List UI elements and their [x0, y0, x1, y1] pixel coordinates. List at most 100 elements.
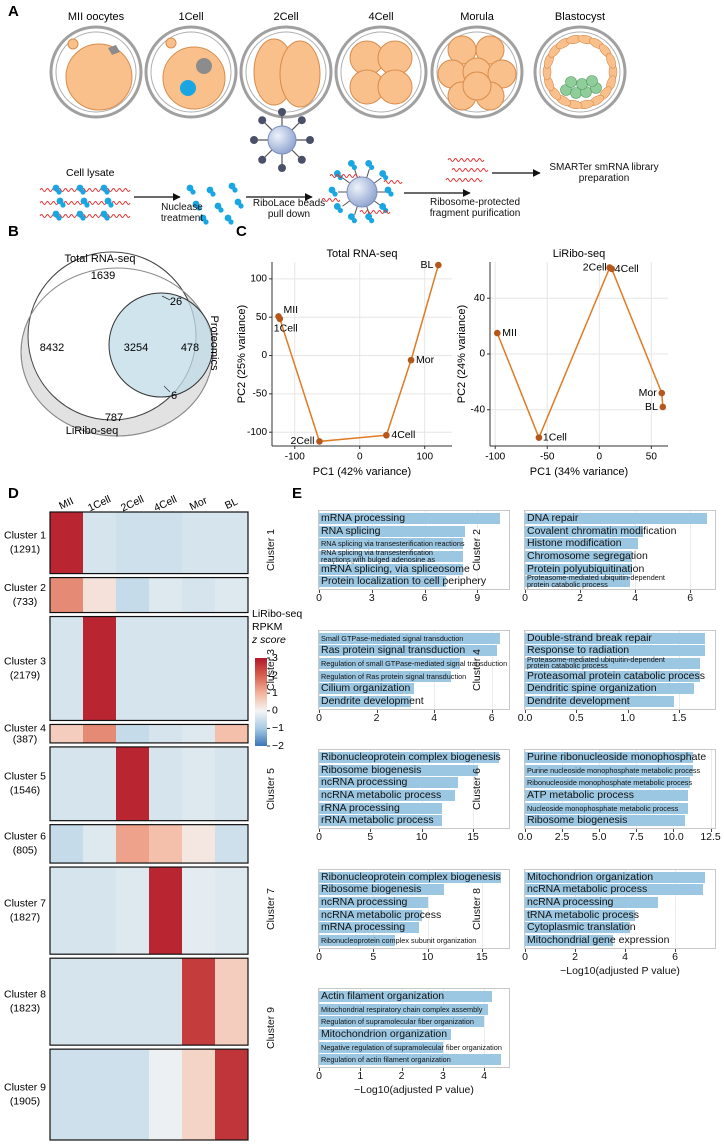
y-tick-label: 0	[479, 349, 485, 360]
grid-line	[690, 511, 692, 589]
ribosome	[228, 182, 236, 190]
heatmap-cell	[182, 616, 215, 721]
bar	[525, 922, 630, 934]
point-label: 2Cell	[290, 435, 314, 447]
ribosome	[76, 184, 84, 192]
trophectoderm	[606, 52, 616, 69]
ribosome	[52, 184, 60, 192]
icm-cell	[586, 75, 598, 87]
point	[276, 315, 284, 323]
ribosome	[192, 200, 200, 208]
cluster-title: Cluster 9	[265, 1007, 277, 1050]
x-tick-label: 4	[622, 950, 628, 963]
go-term: ATP metabolic process	[527, 789, 634, 801]
heatmap-cell	[149, 824, 182, 864]
heatmap-cell	[182, 1049, 215, 1140]
x-tick-label: 2.5	[554, 831, 570, 843]
grid-line	[562, 750, 564, 828]
x-tick-label: 6	[687, 592, 694, 604]
heatmap-cell	[149, 512, 182, 574]
tick-mark	[525, 590, 526, 593]
x-tick-label: 1.0	[620, 711, 635, 724]
ribosome	[203, 219, 209, 225]
bar	[525, 802, 689, 814]
grid-line	[525, 630, 526, 709]
bead	[346, 176, 378, 208]
bar	[319, 991, 493, 1003]
go-term: ncRNA metabolic process	[527, 883, 648, 896]
go-term: Ribonucleoprotein complex subunit organi…	[321, 935, 477, 945]
heatmap-cell	[83, 746, 116, 821]
grid-line	[319, 630, 320, 709]
heatmap-cell	[149, 867, 182, 955]
bar	[319, 1016, 485, 1028]
point	[659, 403, 667, 411]
point	[658, 389, 666, 397]
bar	[525, 871, 705, 883]
tick-mark	[427, 948, 429, 952]
ribosome	[379, 170, 387, 177]
x-tick-label: 0	[597, 452, 603, 463]
grid-line	[636, 750, 638, 828]
cluster-size: (805)	[13, 845, 38, 857]
x-tick-label: 4	[481, 1070, 488, 1082]
x-tick-label: 50	[646, 452, 658, 463]
bead	[267, 125, 297, 155]
point	[316, 438, 323, 445]
rna-strand	[383, 180, 403, 184]
point	[493, 329, 501, 337]
x-tick-label: 1	[357, 1070, 364, 1082]
tick-mark	[636, 829, 638, 832]
grid-line	[421, 750, 423, 828]
ribosome	[100, 184, 108, 192]
ribosome	[384, 186, 392, 194]
heatmap-cell	[50, 724, 83, 743]
stage-label: Blastocyst	[555, 11, 605, 23]
heatmap-cell	[116, 824, 149, 864]
grid-line	[525, 869, 526, 948]
cluster-label: Cluster 4	[4, 722, 46, 734]
grid-line	[401, 989, 403, 1067]
zona-inner	[340, 31, 422, 113]
bar	[319, 909, 423, 921]
x-tick-label: 6	[672, 950, 678, 963]
heatmap-cell	[149, 577, 182, 613]
y-tick-label: 40	[474, 293, 486, 304]
ribosome	[351, 218, 357, 224]
grid-line	[679, 630, 681, 709]
x-axis-label: −Log10(adjusted P value)	[354, 1084, 474, 1096]
cluster-title: Cluster 5	[265, 768, 277, 811]
colorbar-title: RPKM	[252, 621, 282, 633]
cluster-block	[49, 723, 249, 744]
rna-strand	[445, 178, 483, 182]
x-tick-label: 10	[415, 831, 428, 843]
grid-line	[370, 750, 372, 828]
x-tick-label: 1.5	[671, 711, 687, 724]
point-label: MII	[283, 304, 298, 316]
heatmap-cell	[116, 867, 149, 955]
x-tick-label: 15	[467, 831, 479, 843]
bead-antibody	[297, 155, 306, 164]
go-term: Negative regulation of supramolecular fi…	[321, 1042, 502, 1052]
x-tick-label: 0	[316, 950, 322, 963]
go-term: Regulation of actin filament organizatio…	[321, 1055, 451, 1065]
bar	[525, 815, 686, 827]
x-tick-label: 5.0	[591, 831, 607, 843]
grid-line	[635, 511, 637, 589]
panel-label: D	[8, 485, 19, 502]
x-tick-label: 2	[577, 592, 583, 604]
go-term: RNA splicing	[321, 524, 381, 537]
go-term: rRNA metabolic process	[321, 814, 434, 827]
grid-line	[319, 989, 320, 1067]
colorbar-tick-label: −2	[272, 740, 284, 752]
bar	[525, 525, 644, 537]
venn-count: 478	[181, 342, 199, 354]
bar	[525, 790, 689, 802]
panel-label: C	[236, 223, 247, 240]
grid-line	[576, 630, 578, 709]
bar	[525, 538, 638, 550]
heatmap-cell	[149, 616, 182, 721]
ribosome	[234, 198, 242, 206]
